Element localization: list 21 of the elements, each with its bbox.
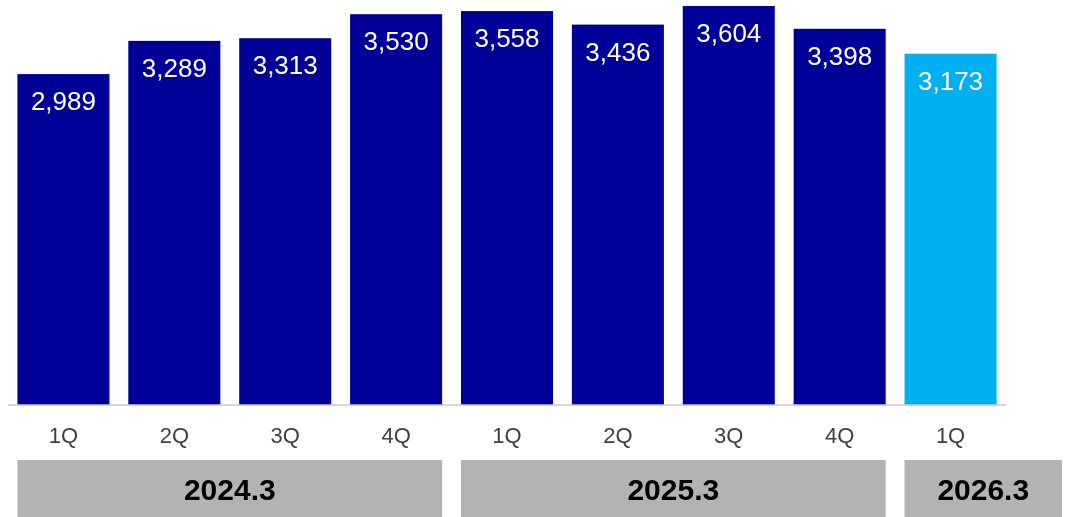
x-tick-label: 1Q [48,423,79,448]
x-tick-label: 2Q [603,423,633,448]
data-label: 3,604 [696,18,762,48]
x-tick-label: 2Q [159,423,190,448]
text: 2026.3 [937,473,1030,506]
x-tick-label: 3Q [714,423,744,448]
data-label: 3,436 [585,36,651,67]
data-label: 3,289 [141,52,207,83]
text: 2025.3 [627,473,720,506]
x-tick-label: 4Q [824,423,855,448]
x-tick-label: 3Q [270,423,300,448]
data-label: 3,313 [252,50,318,81]
x-tick-label: 1Q [935,423,966,448]
x-tick-label: 1Q [492,423,522,448]
data-label: 2,989 [30,86,96,117]
data-label: 3,558 [474,23,540,54]
text: 2024.3 [183,473,276,506]
data-label: 3,173 [918,65,984,96]
data-label: 3,398 [807,40,873,71]
data-label: 3,530 [363,26,429,57]
x-tick-label: 4Q [381,423,411,448]
